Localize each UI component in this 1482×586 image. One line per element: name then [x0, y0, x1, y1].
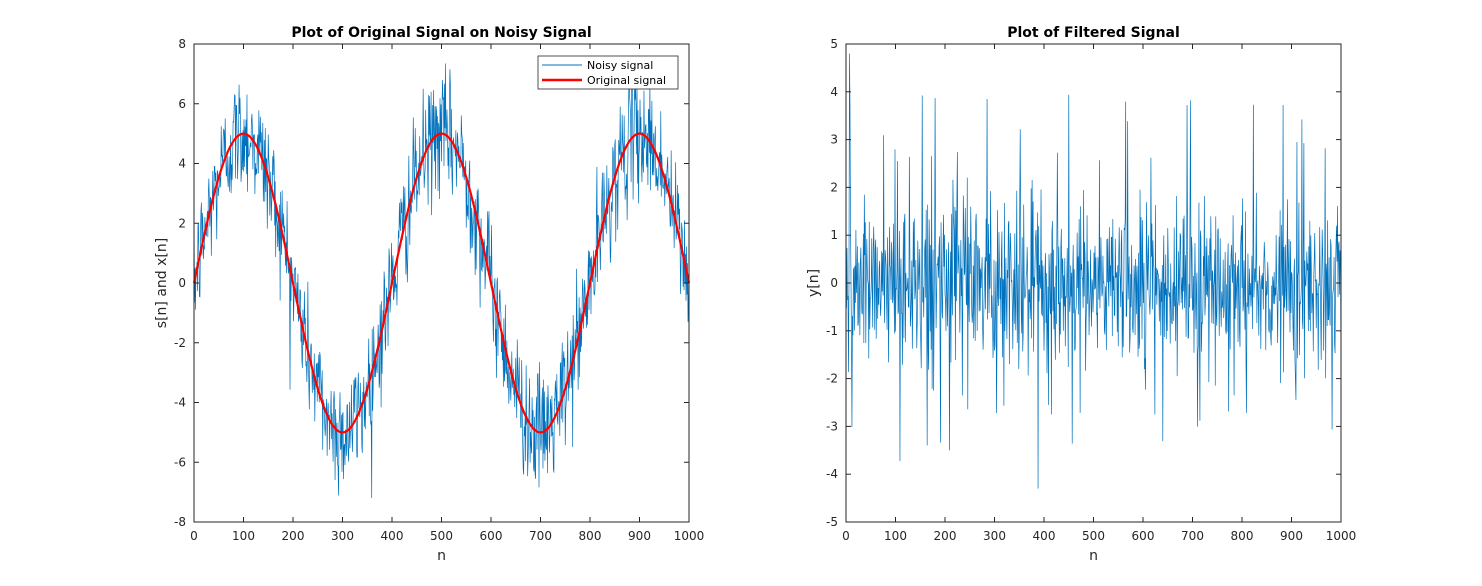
- chart-filtered-signal: 0 100 200 300 400 500 600 700 800 900 1000 -5 -4 -3 -2…: [806, 25, 1356, 564]
- y-tick-label: 6: [178, 97, 186, 111]
- x-tick-label: 200: [934, 529, 957, 543]
- x-tick-label: 500: [1082, 529, 1105, 543]
- y-tick-label: 4: [830, 85, 838, 99]
- left-data-layer: [192, 63, 691, 498]
- y-tick-label: -2: [174, 336, 186, 350]
- y-axis-label-right: y[n]: [806, 269, 822, 297]
- left-axis-ticks: 0 100 200 300 400 500 600 700 800 900 1000 -8 -6 -4 -2…: [174, 37, 704, 543]
- y-axis-label-left: s[n] and x[n]: [154, 238, 170, 328]
- chart-title-right: Plot of Filtered Signal: [1007, 25, 1180, 41]
- x-tick-label: 200: [282, 529, 305, 543]
- x-tick-label: 400: [1033, 529, 1056, 543]
- x-tick-label: 300: [983, 529, 1006, 543]
- x-tick-label: 300: [331, 529, 354, 543]
- x-tick-label: 600: [480, 529, 503, 543]
- legend: Noisy signal Original signal: [537, 55, 679, 90]
- series-original-signal: [192, 132, 691, 434]
- y-tick-label: 2: [178, 216, 186, 230]
- y-tick-label: 4: [178, 157, 186, 171]
- chart-title-left: Plot of Original Signal on Noisy Signal: [291, 25, 591, 41]
- y-tick-label: -1: [826, 324, 838, 338]
- x-tick-label: 700: [1181, 529, 1204, 543]
- y-tick-label: 0: [830, 276, 838, 290]
- right-data-layer: [845, 53, 1342, 489]
- y-tick-label: 2: [830, 180, 838, 194]
- y-tick-label: 1: [830, 228, 838, 242]
- y-tick-label: 3: [830, 133, 838, 147]
- x-tick-label: 100: [232, 529, 255, 543]
- chart-original-vs-noisy: 0 100 200 300 400 500 600 700 800 900 1000 -8 -6 -4 -2…: [154, 25, 704, 564]
- x-tick-label: 900: [628, 529, 651, 543]
- series-filtered-signal: [845, 53, 1342, 489]
- y-tick-label: 8: [178, 37, 186, 51]
- y-tick-label: -2: [826, 372, 838, 386]
- x-tick-label: 500: [430, 529, 453, 543]
- legend-label-original: Original signal: [587, 74, 666, 87]
- plot-box-left: [193, 43, 690, 523]
- x-tick-label: 1000: [674, 529, 705, 543]
- y-tick-label: -6: [174, 455, 186, 469]
- y-tick-label: -3: [826, 419, 838, 433]
- y-tick-label: -4: [826, 467, 838, 481]
- x-tick-label: 100: [884, 529, 907, 543]
- x-tick-label: 800: [579, 529, 602, 543]
- legend-box: [537, 55, 679, 90]
- legend-label-noisy: Noisy signal: [587, 59, 653, 72]
- x-tick-label: 900: [1280, 529, 1303, 543]
- y-tick-label: -5: [826, 515, 838, 529]
- y-tick-label: 5: [830, 37, 838, 51]
- y-tick-label: -8: [174, 515, 186, 529]
- x-tick-label: 0: [842, 529, 850, 543]
- x-tick-label: 700: [529, 529, 552, 543]
- x-axis-label-left: n: [437, 548, 446, 564]
- y-tick-label: 0: [178, 276, 186, 290]
- x-tick-label: 800: [1231, 529, 1254, 543]
- plot-area-left: [194, 44, 689, 522]
- x-tick-label: 1000: [1326, 529, 1357, 543]
- right-axis-ticks: 0 100 200 300 400 500 600 700 800 900 1000 -5 -4 -3 -2…: [826, 37, 1356, 543]
- x-tick-label: 0: [190, 529, 198, 543]
- plot-box-right: [845, 43, 1342, 523]
- x-axis-label-right: n: [1089, 548, 1098, 564]
- x-tick-label: 400: [381, 529, 404, 543]
- x-tick-label: 600: [1132, 529, 1155, 543]
- y-tick-label: -4: [174, 396, 186, 410]
